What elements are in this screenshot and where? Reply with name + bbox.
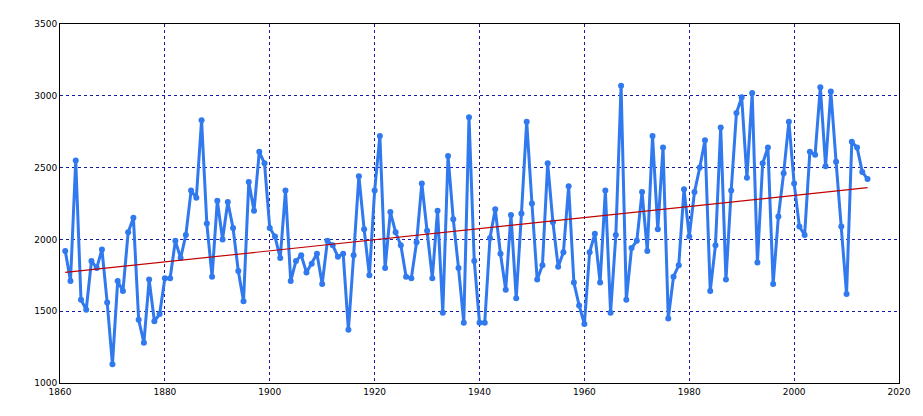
svg-text:3500: 3500 [34, 19, 57, 29]
svg-text:1920: 1920 [363, 387, 386, 397]
svg-text:3000: 3000 [34, 91, 57, 101]
svg-text:1900: 1900 [258, 387, 281, 397]
svg-text:2000: 2000 [34, 235, 57, 245]
svg-text:1500: 1500 [34, 306, 57, 316]
svg-text:1000: 1000 [34, 378, 57, 388]
svg-text:1960: 1960 [573, 387, 596, 397]
svg-text:1860: 1860 [49, 387, 72, 397]
svg-text:1880: 1880 [153, 387, 176, 397]
svg-text:2500: 2500 [34, 163, 57, 173]
svg-text:2020: 2020 [888, 387, 911, 397]
svg-text:2000: 2000 [783, 387, 806, 397]
svg-text:1940: 1940 [468, 387, 491, 397]
svg-text:1980: 1980 [678, 387, 701, 397]
